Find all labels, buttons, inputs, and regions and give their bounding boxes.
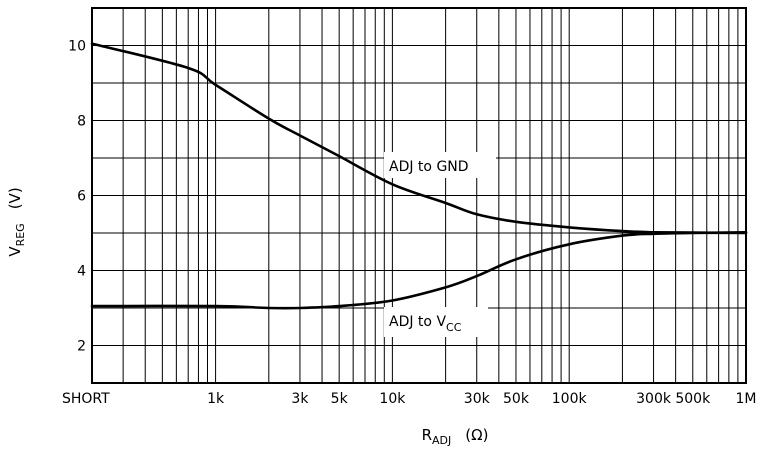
svg-text:ADJ to VCC: ADJ to VCC	[389, 314, 462, 334]
x-tick-label: SHORT	[62, 391, 110, 407]
x-tick-label: 50k	[503, 391, 530, 407]
y-tick-label: 6	[77, 189, 86, 205]
annotation-adj-to-vcc: ADJ to VCC	[384, 307, 488, 337]
x-tick-label: 3k	[291, 391, 309, 407]
series-line-adj-to-gnd	[90, 42, 748, 235]
x-tick-label: 5k	[331, 391, 349, 407]
y-tick-label: 10	[68, 39, 86, 55]
y-axis-label: VREG(V)	[6, 187, 27, 256]
annotation-adj-to-gnd: ADJ to GND	[384, 152, 496, 178]
y-tick-label: 8	[77, 114, 86, 130]
x-tick-label: 500k	[675, 391, 711, 407]
x-tick-labels: SHORT 1k 3k 5k 10k 30k 50k 100k 300k 500k 1M	[62, 391, 757, 407]
curves	[90, 42, 748, 310]
svg-text:ADJ to GND: ADJ to GND	[389, 159, 469, 175]
x-tick-label: 100k	[552, 391, 588, 407]
y-tick-label: 2	[77, 339, 86, 355]
y-tick-labels: 2 4 6 8 10	[68, 39, 86, 355]
series-line-adj-to-vcc	[90, 231, 748, 310]
plot-frame	[91, 7, 747, 384]
x-tick-label: 10k	[379, 391, 406, 407]
x-tick-label: 300k	[636, 391, 672, 407]
y-tick-label: 4	[77, 264, 86, 280]
x-axis-label: RADJ (Ω)	[422, 426, 489, 447]
x-tick-label: 30k	[464, 391, 491, 407]
x-tick-label: 1k	[207, 391, 225, 407]
x-tick-label: 1M	[736, 391, 757, 407]
svg-text:VREG(V): VREG(V)	[6, 187, 27, 256]
